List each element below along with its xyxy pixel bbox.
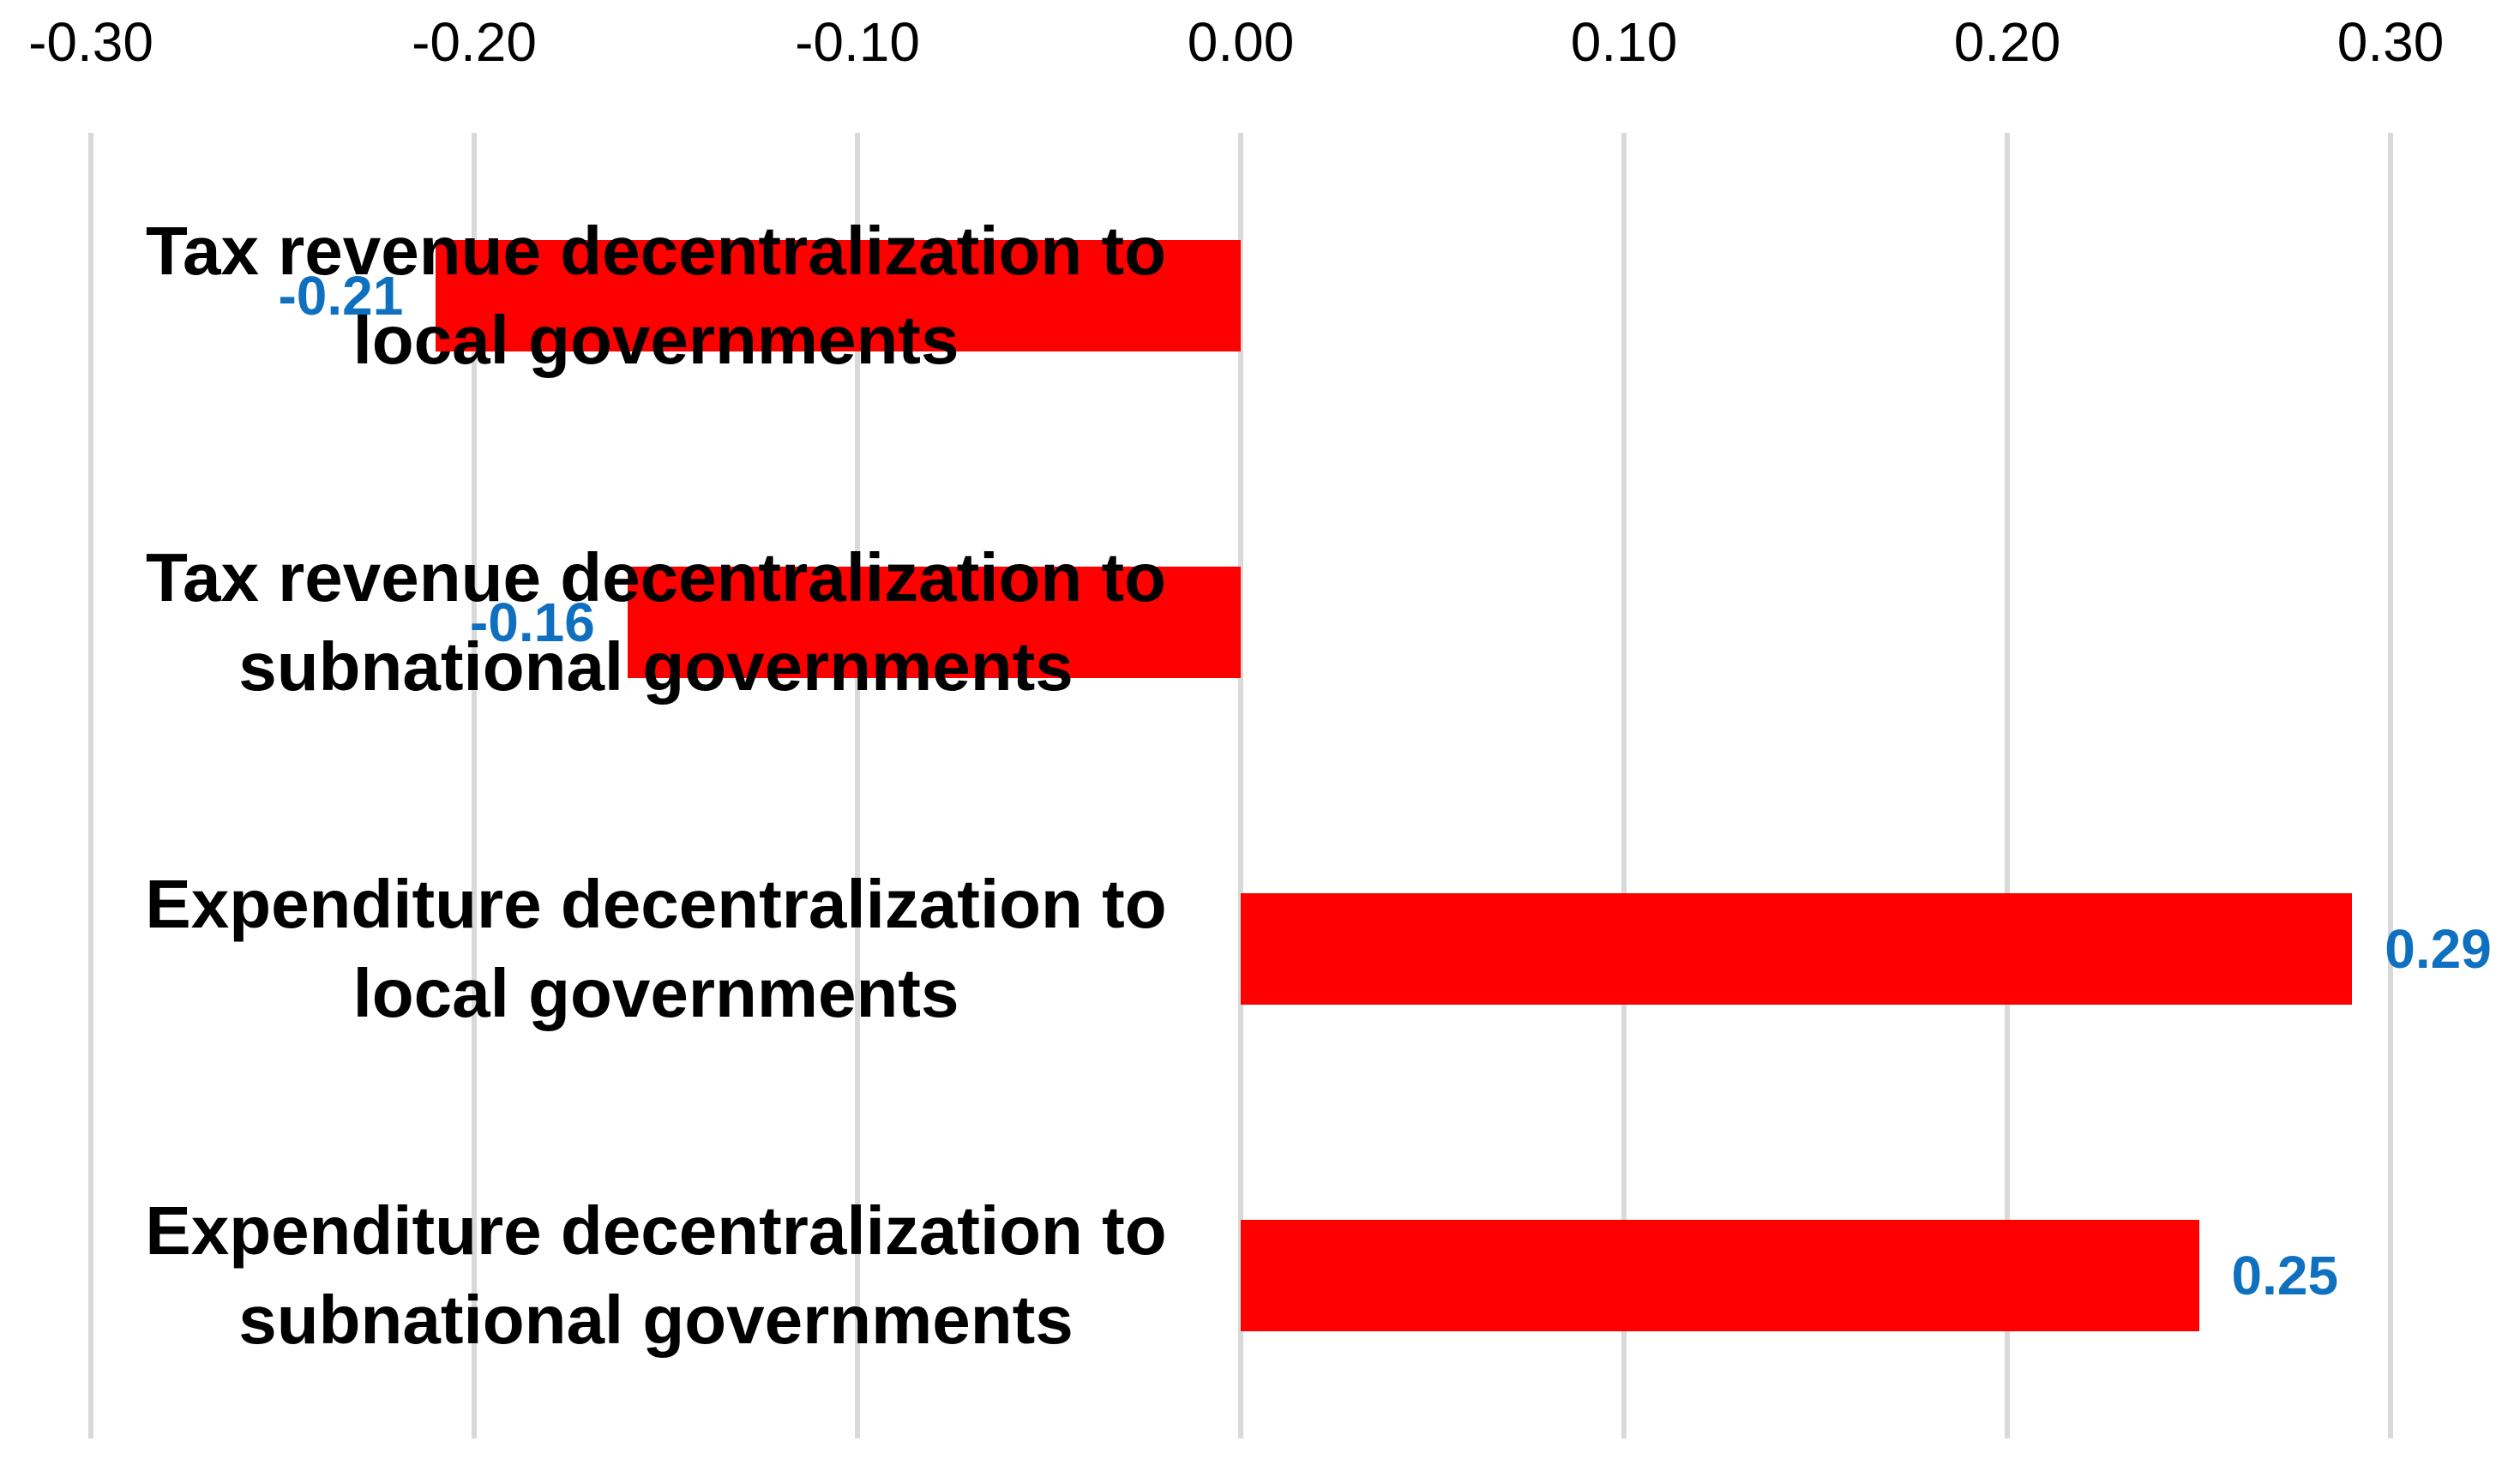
- category-label-line: subnational governments: [238, 1281, 1074, 1358]
- category-label-line: Expenditure decentralization to: [145, 1192, 1167, 1269]
- gridline: [1621, 133, 1627, 1438]
- bar-value-label: 0.29: [2385, 917, 2492, 980]
- x-axis-tick-label: 0.30: [2337, 11, 2445, 73]
- gridline: [1238, 133, 1243, 1438]
- category-label-line: Expenditure decentralization to: [145, 865, 1167, 942]
- bar: [436, 240, 1241, 352]
- gridline: [2388, 133, 2393, 1438]
- category-label-line: Tax revenue decentralization to: [146, 539, 1166, 616]
- bar-value-label: 0.25: [2231, 1244, 2339, 1306]
- gridline: [855, 133, 860, 1438]
- category-label: Expenditure decentralization to subnatio…: [124, 1186, 1188, 1365]
- x-axis-tick-label: 0.20: [1953, 11, 2061, 73]
- bar: [1241, 892, 2353, 1005]
- category-label: Expenditure decentralization to local go…: [124, 860, 1188, 1038]
- category-label-line: local governments: [352, 302, 959, 379]
- x-axis-tick-label: -0.10: [795, 11, 920, 73]
- category-label: Tax revenue decentralization to local go…: [124, 207, 1188, 385]
- gridline: [472, 133, 477, 1438]
- bar: [627, 567, 1241, 679]
- bar-value-label: -0.16: [469, 591, 595, 654]
- x-axis-tick-label: -0.20: [412, 11, 537, 73]
- x-axis-tick-label: 0.10: [1570, 11, 1678, 73]
- gridline: [2005, 133, 2010, 1438]
- gridline: [88, 133, 93, 1438]
- x-axis-tick-label: 0.00: [1187, 11, 1295, 73]
- bar-value-label: -0.21: [278, 265, 404, 327]
- category-label: Tax revenue decentralization to subnatio…: [124, 533, 1188, 711]
- x-axis-tick-label: -0.30: [28, 11, 153, 73]
- category-label-line: Tax revenue decentralization to: [146, 213, 1166, 290]
- category-label-line: local governments: [352, 954, 959, 1031]
- bar: [1241, 1219, 2199, 1331]
- category-label-line: subnational governments: [238, 628, 1074, 705]
